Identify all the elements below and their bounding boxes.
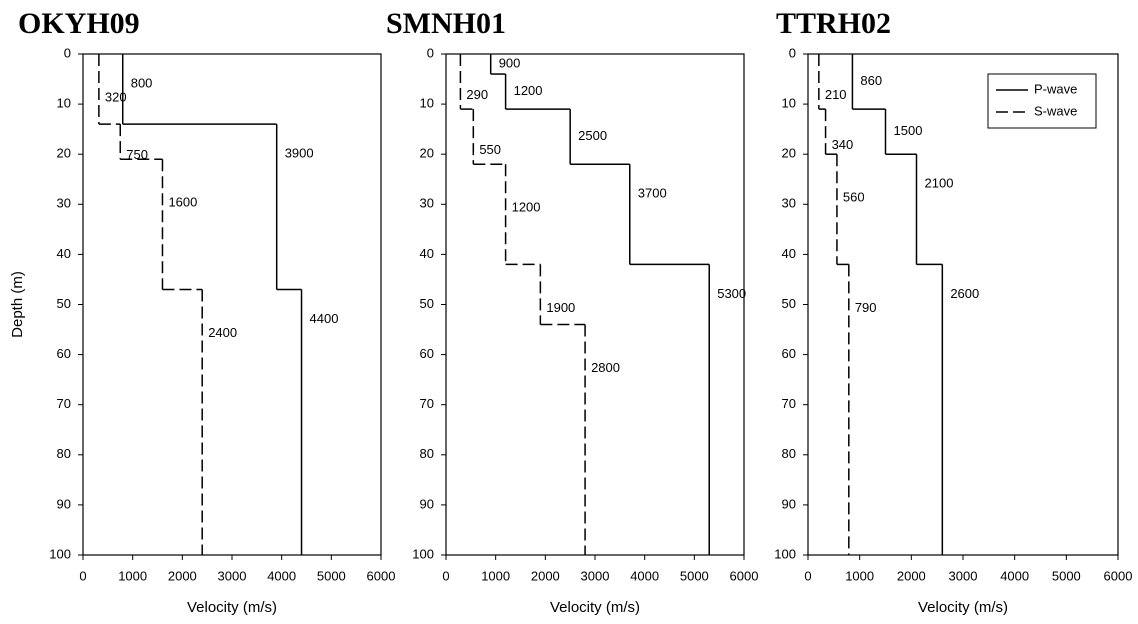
panel-title: TTRH02 — [776, 7, 891, 40]
value-label: 290 — [466, 87, 488, 102]
legend-label: P-wave — [1034, 81, 1077, 96]
x-tick-label: 6000 — [1104, 568, 1133, 583]
value-label: 4400 — [310, 311, 339, 326]
y-axis-label: Depth (m) — [9, 271, 26, 338]
y-tick-label: 30 — [57, 196, 71, 211]
y-tick-label: 20 — [57, 146, 71, 161]
x-tick-label: 3000 — [581, 568, 610, 583]
value-label: 790 — [855, 300, 877, 315]
y-tick-label: 100 — [412, 546, 434, 561]
y-tick-label: 20 — [782, 146, 796, 161]
y-tick-label: 90 — [420, 496, 434, 511]
x-tick-label: 4000 — [1000, 568, 1029, 583]
y-tick-label: 40 — [57, 246, 71, 261]
x-tick-label: 2000 — [531, 568, 560, 583]
y-tick-label: 0 — [789, 45, 796, 60]
value-label: 340 — [832, 137, 854, 152]
x-tick-label: 0 — [442, 568, 449, 583]
y-tick-label: 10 — [57, 96, 71, 111]
x-tick-label: 1000 — [118, 568, 147, 583]
x-axis-label: Velocity (m/s) — [550, 599, 640, 616]
x-tick-label: 1000 — [845, 568, 874, 583]
x-tick-label: 2000 — [168, 568, 197, 583]
y-tick-label: 50 — [420, 296, 434, 311]
value-label: 1200 — [514, 83, 543, 98]
value-label: 900 — [499, 55, 521, 70]
y-tick-label: 80 — [420, 446, 434, 461]
panel: TTRH02 0 1000 2000 3000 4000 5000 6000 0 10 20 30 40… — [774, 7, 1132, 616]
y-tick-label: 60 — [420, 346, 434, 361]
y-tick-label: 90 — [782, 496, 796, 511]
value-label: 2600 — [950, 286, 979, 301]
x-tick-label: 5000 — [1052, 568, 1081, 583]
value-label: 800 — [131, 75, 153, 90]
legend-box — [987, 73, 1097, 129]
y-tick-label: 80 — [782, 446, 796, 461]
value-label: 210 — [825, 87, 847, 102]
x-tick-label: 1000 — [481, 568, 510, 583]
x-tick-label: 4000 — [267, 568, 296, 583]
y-tick-label: 70 — [420, 396, 434, 411]
x-axis-label: Velocity (m/s) — [918, 599, 1008, 616]
y-tick-label: 10 — [782, 96, 796, 111]
legend: P-wave S-wave — [987, 73, 1097, 129]
x-tick-label: 6000 — [730, 568, 759, 583]
y-tick-label: 90 — [57, 496, 71, 511]
x-tick-label: 4000 — [630, 568, 659, 583]
y-tick-label: 70 — [782, 396, 796, 411]
x-tick-label: 0 — [79, 568, 86, 583]
legend-label: S-wave — [1034, 103, 1077, 118]
y-tick-label: 30 — [782, 196, 796, 211]
y-tick-label: 70 — [57, 396, 71, 411]
value-label: 2400 — [208, 325, 237, 340]
value-label: 2100 — [925, 176, 954, 191]
value-label: 1600 — [168, 195, 197, 210]
x-tick-label: 3000 — [218, 568, 247, 583]
value-label: 2800 — [591, 360, 620, 375]
value-label: 3700 — [638, 186, 667, 201]
panel-title: OKYH09 — [18, 7, 140, 40]
y-tick-label: 30 — [420, 196, 434, 211]
y-tick-label: 0 — [427, 45, 434, 60]
y-tick-label: 20 — [420, 146, 434, 161]
value-label: 1500 — [894, 123, 923, 138]
value-label: 860 — [860, 73, 882, 88]
y-tick-label: 0 — [64, 45, 71, 60]
value-label: 1200 — [512, 200, 541, 215]
y-tick-label: 40 — [420, 246, 434, 261]
y-tick-label: 100 — [774, 546, 796, 561]
value-label: 2500 — [578, 128, 607, 143]
x-axis-label: Velocity (m/s) — [187, 599, 277, 616]
y-tick-label: 50 — [57, 296, 71, 311]
x-tick-label: 0 — [804, 568, 811, 583]
value-label: 320 — [105, 89, 127, 104]
value-label: 3900 — [285, 146, 314, 161]
y-tick-label: 100 — [49, 546, 71, 561]
value-label: 550 — [479, 142, 501, 157]
y-tick-label: 60 — [57, 346, 71, 361]
plot-frame — [82, 53, 382, 556]
x-tick-label: 5000 — [680, 568, 709, 583]
y-tick-label: 40 — [782, 246, 796, 261]
panel-title: SMNH01 — [386, 7, 506, 40]
x-tick-label: 6000 — [367, 568, 396, 583]
x-tick-label: 5000 — [317, 568, 346, 583]
x-tick-label: 3000 — [949, 568, 978, 583]
y-tick-label: 50 — [782, 296, 796, 311]
y-tick-label: 60 — [782, 346, 796, 361]
value-label: 5300 — [717, 286, 746, 301]
panel: OKYH09 0 1000 2000 3000 4000 5000 6000 0 10 20 30 40… — [9, 7, 395, 616]
value-label: 750 — [126, 147, 148, 162]
x-tick-label: 2000 — [897, 568, 926, 583]
y-tick-label: 10 — [420, 96, 434, 111]
panel: SMNH01 0 1000 2000 3000 4000 5000 6000 0 10 20 30 40… — [386, 7, 758, 616]
value-label: 560 — [843, 190, 865, 205]
value-label: 1900 — [546, 300, 575, 315]
y-tick-label: 80 — [57, 446, 71, 461]
